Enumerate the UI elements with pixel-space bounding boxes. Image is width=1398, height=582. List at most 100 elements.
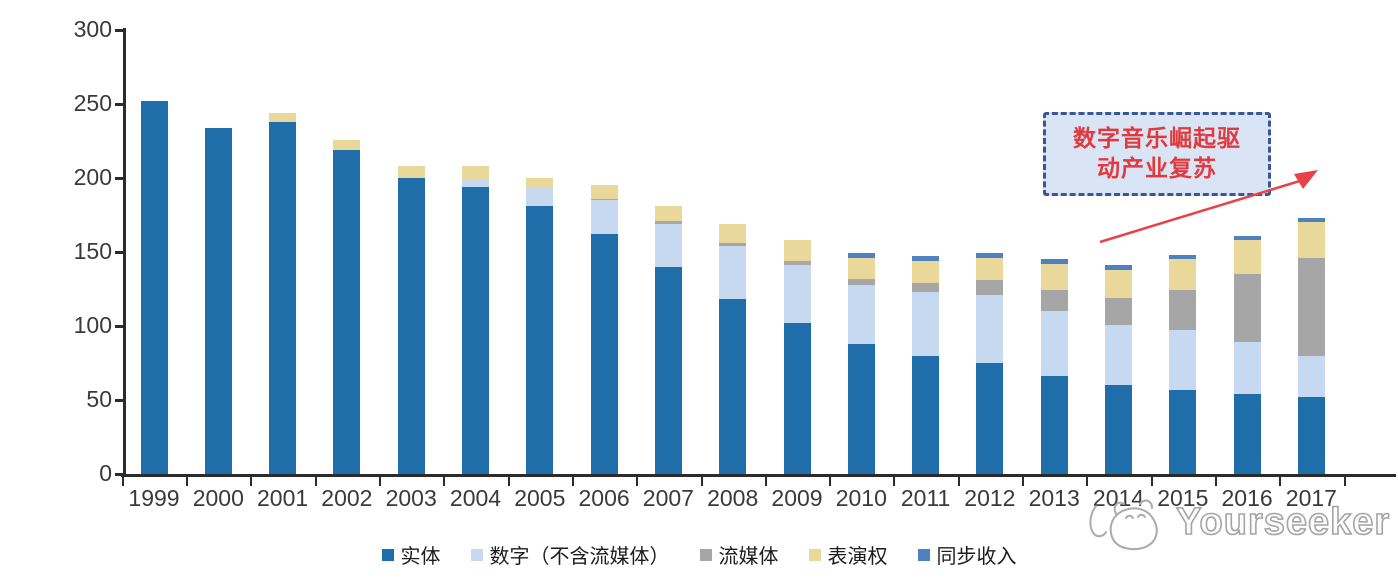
annotation-text-line1: 数字音乐崛起驱 xyxy=(1073,126,1241,151)
bar-segment-2014 xyxy=(1105,297,1132,325)
bar-segment-2010 xyxy=(847,343,875,474)
x-axis-label-2003: 2003 xyxy=(385,485,437,511)
x-axis-tick xyxy=(571,477,574,486)
bar-segment-2005 xyxy=(526,206,554,474)
bar-segment-2012 xyxy=(976,294,1004,363)
bar-segment-2010 xyxy=(847,278,875,285)
bar-segment-2014 xyxy=(1105,265,1132,270)
x-axis-label-2004: 2004 xyxy=(449,485,502,511)
bar-segment-2012 xyxy=(976,253,1004,258)
x-axis-tick xyxy=(1086,477,1089,486)
bar-segment-2013 xyxy=(1040,290,1068,312)
x-axis-label-2016: 2016 xyxy=(1221,485,1273,511)
x-axis-label-2009: 2009 xyxy=(771,485,823,511)
annotation-text-line2: 动产业复苏 xyxy=(1097,156,1217,181)
bar-segment-2015 xyxy=(1169,389,1197,474)
y-axis-tick xyxy=(115,472,124,476)
bar-segment-2015 xyxy=(1169,330,1197,390)
bar-segment-2003 xyxy=(397,178,425,474)
legend-swatch-sync xyxy=(917,548,930,561)
y-axis-label: 250 xyxy=(73,90,112,116)
bar-segment-2013 xyxy=(1040,263,1068,291)
x-axis-tick xyxy=(957,477,960,486)
bar-segment-2007 xyxy=(654,206,682,221)
bar-segment-2009 xyxy=(783,240,811,261)
x-axis-tick xyxy=(636,477,639,486)
bar-segment-2016 xyxy=(1233,394,1261,474)
bar-segment-2007 xyxy=(654,223,682,267)
bar-segment-2015 xyxy=(1169,259,1197,291)
bar-segment-2016 xyxy=(1233,235,1261,241)
bar-segment-2012 xyxy=(976,363,1004,474)
bar-segment-2009 xyxy=(783,260,811,266)
x-axis-tick xyxy=(1279,477,1282,486)
bar-segment-2016 xyxy=(1233,342,1261,395)
x-axis-label-2015: 2015 xyxy=(1157,485,1209,511)
x-axis-label-1999: 1999 xyxy=(128,485,180,511)
x-axis-tick xyxy=(1214,477,1217,486)
bar-segment-2012 xyxy=(976,257,1004,281)
bar-segment-2001 xyxy=(269,121,297,474)
bar-segment-2005 xyxy=(526,188,554,207)
x-axis-label-2010: 2010 xyxy=(835,485,887,511)
legend-swatch-digital xyxy=(470,548,483,561)
x-axis-tick xyxy=(507,477,510,486)
y-axis-tick xyxy=(115,250,124,254)
y-axis-line xyxy=(123,28,126,476)
bar-segment-2006 xyxy=(590,185,618,199)
x-axis-label-2014: 2014 xyxy=(1092,485,1145,511)
x-axis-label-2002: 2002 xyxy=(321,485,373,511)
y-axis-tick xyxy=(115,324,124,328)
bar-segment-2011 xyxy=(912,256,940,261)
bar-segment-2011 xyxy=(912,260,940,284)
y-axis-tick xyxy=(115,102,124,106)
bar-segment-2013 xyxy=(1040,311,1068,377)
bar-segment-2013 xyxy=(1040,376,1068,474)
y-axis-tick xyxy=(115,28,124,32)
bar-segment-2008 xyxy=(719,223,747,244)
x-axis-label-2012: 2012 xyxy=(964,485,1016,511)
legend-label-performance: 表演权 xyxy=(827,546,888,568)
bar-segment-2008 xyxy=(719,246,747,300)
bar-segment-2014 xyxy=(1105,269,1132,298)
bar-segment-2014 xyxy=(1105,385,1132,474)
x-axis-label-2001: 2001 xyxy=(257,485,309,511)
y-axis-label: 0 xyxy=(99,460,112,486)
bar-segment-2009 xyxy=(783,265,811,324)
x-axis-label-2005: 2005 xyxy=(514,485,566,511)
bar-segment-2011 xyxy=(912,283,940,292)
bar-segment-2000 xyxy=(204,127,232,474)
x-axis-tick xyxy=(121,477,124,486)
x-axis-tick xyxy=(764,477,767,486)
bar-segment-2017 xyxy=(1297,217,1325,223)
x-axis-tick xyxy=(314,477,317,486)
bar-segment-2006 xyxy=(590,198,618,201)
bar-segment-2008 xyxy=(719,243,747,247)
legend-item-digital: 数字（不含流媒体） xyxy=(470,540,670,569)
x-axis-tick xyxy=(1343,477,1346,486)
y-axis-label: 50 xyxy=(86,386,112,412)
bar-segment-2004 xyxy=(462,166,489,180)
x-axis-label-2013: 2013 xyxy=(1028,485,1080,511)
bar-segment-2006 xyxy=(590,234,618,474)
bar-segment-2005 xyxy=(526,178,554,189)
bar-segment-2014 xyxy=(1105,324,1132,386)
bar-segment-2009 xyxy=(783,323,811,474)
x-axis-tick xyxy=(379,477,381,486)
legend-label-physical: 实体 xyxy=(400,546,441,568)
legend-swatch-performance xyxy=(808,548,821,561)
bar-segment-2012 xyxy=(976,280,1004,295)
x-axis-tick xyxy=(700,477,703,486)
x-axis-tick xyxy=(250,477,253,486)
x-axis-label-2000: 2000 xyxy=(192,485,244,511)
y-axis-tick xyxy=(115,398,124,402)
bar-segment-2007 xyxy=(654,266,682,474)
y-axis-label: 150 xyxy=(73,238,112,264)
bar-segment-2007 xyxy=(654,220,682,224)
bar-segment-2008 xyxy=(719,299,747,474)
bar-segment-2013 xyxy=(1040,259,1068,264)
bar-segment-2015 xyxy=(1169,290,1197,331)
legend-label-streaming: 流媒体 xyxy=(718,546,779,568)
legend: 实体 数字（不含流媒体） 流媒体 表演权 同步收入 xyxy=(0,540,1398,569)
bar-segment-2017 xyxy=(1297,355,1325,398)
